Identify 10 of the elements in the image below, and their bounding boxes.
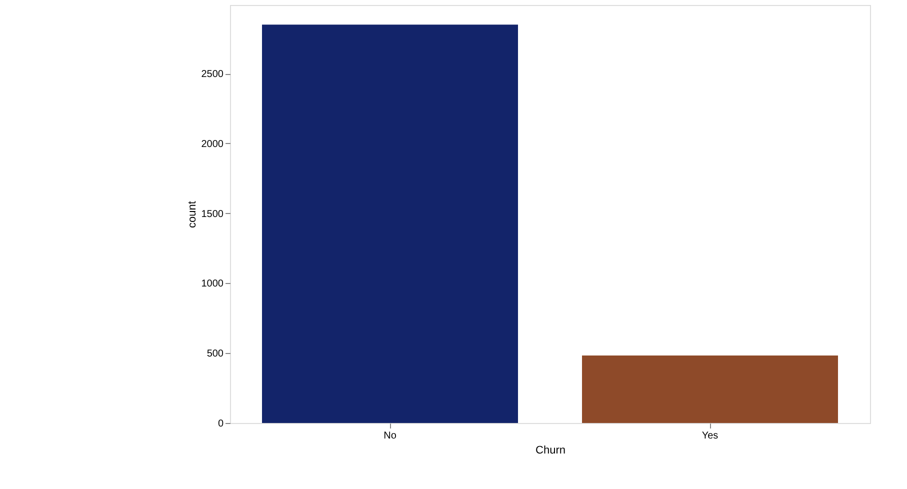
x-tick-label: No (384, 430, 397, 442)
y-tick-label: 500 (206, 348, 224, 360)
y-tick-label: 0 (218, 418, 224, 430)
y-tick-label: 1500 (201, 208, 224, 220)
x-axis-title: Churn (536, 444, 566, 456)
y-tick-label: 1000 (201, 278, 224, 290)
y-axis-title: count (186, 201, 198, 228)
x-tick-label: Yes (702, 430, 718, 442)
y-tick-label: 2500 (201, 69, 224, 80)
y-tick-label: 2000 (201, 138, 224, 150)
